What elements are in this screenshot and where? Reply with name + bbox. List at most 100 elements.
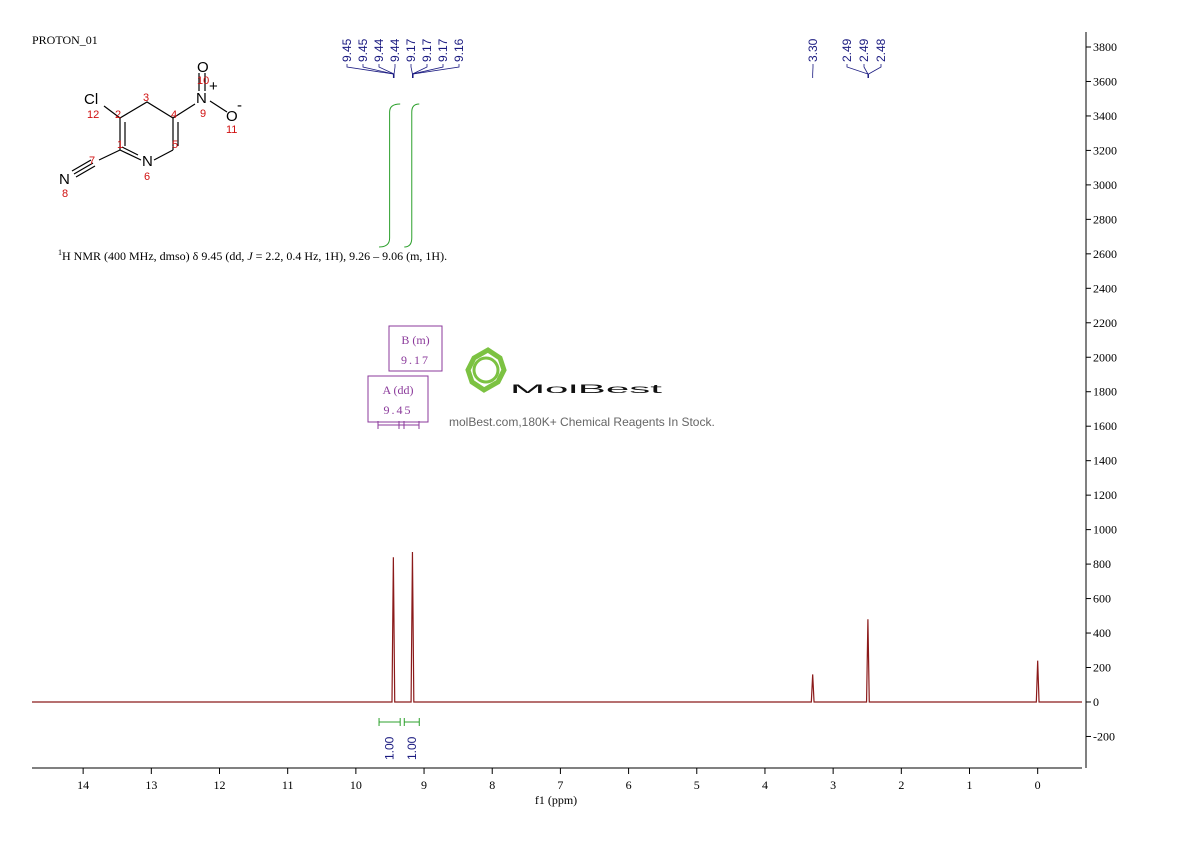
charge: + xyxy=(209,78,218,95)
y-tick-label: 800 xyxy=(1093,557,1111,571)
y-tick-label: 1800 xyxy=(1093,385,1117,399)
spectrum-line xyxy=(32,552,1082,703)
peak-label: 9.44 xyxy=(388,38,402,62)
x-tick-label: 1 xyxy=(967,778,973,792)
y-tick-label: 3800 xyxy=(1093,40,1117,54)
atom: Cl xyxy=(84,91,98,108)
y-tick-label: -200 xyxy=(1093,729,1115,743)
x-tick-label: 8 xyxy=(489,778,495,792)
peak-label: 9.44 xyxy=(372,38,386,62)
atom-number: 10 xyxy=(197,75,209,87)
tagline: molBest.com,180K+ Chemical Reagents In S… xyxy=(449,415,715,429)
x-tick-label: 13 xyxy=(145,778,157,792)
peak-label: 2.49 xyxy=(840,38,854,62)
y-tick-label: 600 xyxy=(1093,592,1111,606)
atom: N xyxy=(196,90,207,107)
peak-label: 3.30 xyxy=(806,38,820,62)
x-tick-label: 14 xyxy=(77,778,89,792)
bonds xyxy=(71,73,228,178)
y-tick-label: 2000 xyxy=(1093,350,1117,364)
annotation-part: = 2.2, 0.4 Hz, 1H), 9.26 – 9.06 (m, 1H). xyxy=(253,249,447,263)
peak-label: 9.45 xyxy=(340,38,354,62)
peak-label: 9.17 xyxy=(420,38,434,62)
watermark: MolBest molBest.com,180K+ Chemical Reage… xyxy=(449,347,715,429)
x-tick-label: 6 xyxy=(626,778,632,792)
y-tick-label: 3400 xyxy=(1093,109,1117,123)
y-tick-label: 2400 xyxy=(1093,281,1117,295)
atom: O xyxy=(226,108,238,125)
y-tick-label: 1600 xyxy=(1093,419,1117,433)
y-tick-label: 2800 xyxy=(1093,212,1117,226)
y-tick-label: 1000 xyxy=(1093,523,1117,537)
x-tick-label: 7 xyxy=(557,778,563,792)
peak-leader xyxy=(868,64,882,78)
multiplet-shift: 9.45 xyxy=(384,403,413,417)
atom-number: 2 xyxy=(115,109,121,121)
peak-label: 9.16 xyxy=(452,38,466,62)
peak-leader xyxy=(846,64,869,78)
y-tick-label: 3200 xyxy=(1093,143,1117,157)
integral-curve xyxy=(404,103,420,248)
integral-label: 1.00 xyxy=(383,736,397,760)
peak-label: 9.17 xyxy=(436,38,450,62)
atom-number: 12 xyxy=(87,109,99,121)
peak-leader xyxy=(412,64,444,78)
x-tick-label: 12 xyxy=(214,778,226,792)
annotation-part: J xyxy=(247,249,253,263)
multiplet-box xyxy=(388,325,443,372)
integral-curve xyxy=(379,103,401,248)
x-tick-label: 9 xyxy=(421,778,427,792)
y-tick-label: 3600 xyxy=(1093,74,1117,88)
atom-number: 9 xyxy=(200,108,206,120)
y-tick-label: 3000 xyxy=(1093,178,1117,192)
multiplet-name: A (dd) xyxy=(383,383,414,397)
multiplet-name: B (m) xyxy=(401,333,429,347)
chart-title: PROTON_01 xyxy=(32,33,98,47)
atom-number: 6 xyxy=(144,171,150,183)
y-tick-label: 1400 xyxy=(1093,454,1117,468)
multiplet-box xyxy=(367,375,429,423)
atom-number: 11 xyxy=(226,124,237,136)
annotation-part: H NMR (400 MHz, dmso) δ 9.45 (dd, xyxy=(62,249,247,263)
integral-bracket xyxy=(403,718,420,726)
peak-leader xyxy=(863,64,869,78)
atom-number: 8 xyxy=(62,188,68,200)
peak-label: 2.49 xyxy=(857,38,871,62)
x-tick-label: 10 xyxy=(350,778,362,792)
y-tick-label: 0 xyxy=(1093,695,1099,709)
y-tick-label: 400 xyxy=(1093,626,1111,640)
y-tick-label: 200 xyxy=(1093,661,1111,675)
peak-leader xyxy=(346,64,394,78)
superscript: 1 xyxy=(58,248,62,257)
structure: Cl N N N O O + - 12 2 3 4 9 10 11 1 5 6 … xyxy=(59,59,242,200)
logo xyxy=(472,356,500,384)
logo xyxy=(465,347,507,393)
peak-label: 9.45 xyxy=(356,38,370,62)
y-tick-label: 2600 xyxy=(1093,247,1117,261)
atom-number: 1 xyxy=(117,139,123,151)
integral-label: 1.00 xyxy=(405,736,419,760)
atom-number: 4 xyxy=(171,109,177,121)
x-tick-label: 3 xyxy=(830,778,836,792)
brand: MolBest xyxy=(510,382,664,396)
x-tick-label: 0 xyxy=(1035,778,1041,792)
y-tick-label: 1200 xyxy=(1093,488,1117,502)
multiplet-shift: 9.17 xyxy=(401,353,430,367)
atom: O xyxy=(197,59,209,76)
atom-number: 7 xyxy=(89,155,95,167)
peak-leader xyxy=(412,64,460,78)
atom: N xyxy=(59,171,70,188)
peak-label: 9.17 xyxy=(404,38,418,62)
charge: - xyxy=(237,97,242,114)
x-tick-label: 4 xyxy=(762,778,768,792)
multiplet-range xyxy=(377,421,420,429)
peak-leader xyxy=(393,64,396,78)
peak-leader xyxy=(362,64,394,78)
x-axis-label: f1 (ppm) xyxy=(535,793,577,807)
x-tick-label: 11 xyxy=(282,778,294,792)
peak-label: 2.48 xyxy=(874,38,888,62)
x-tick-label: 5 xyxy=(694,778,700,792)
integral-bracket xyxy=(378,718,401,726)
atom-number: 3 xyxy=(143,92,149,104)
